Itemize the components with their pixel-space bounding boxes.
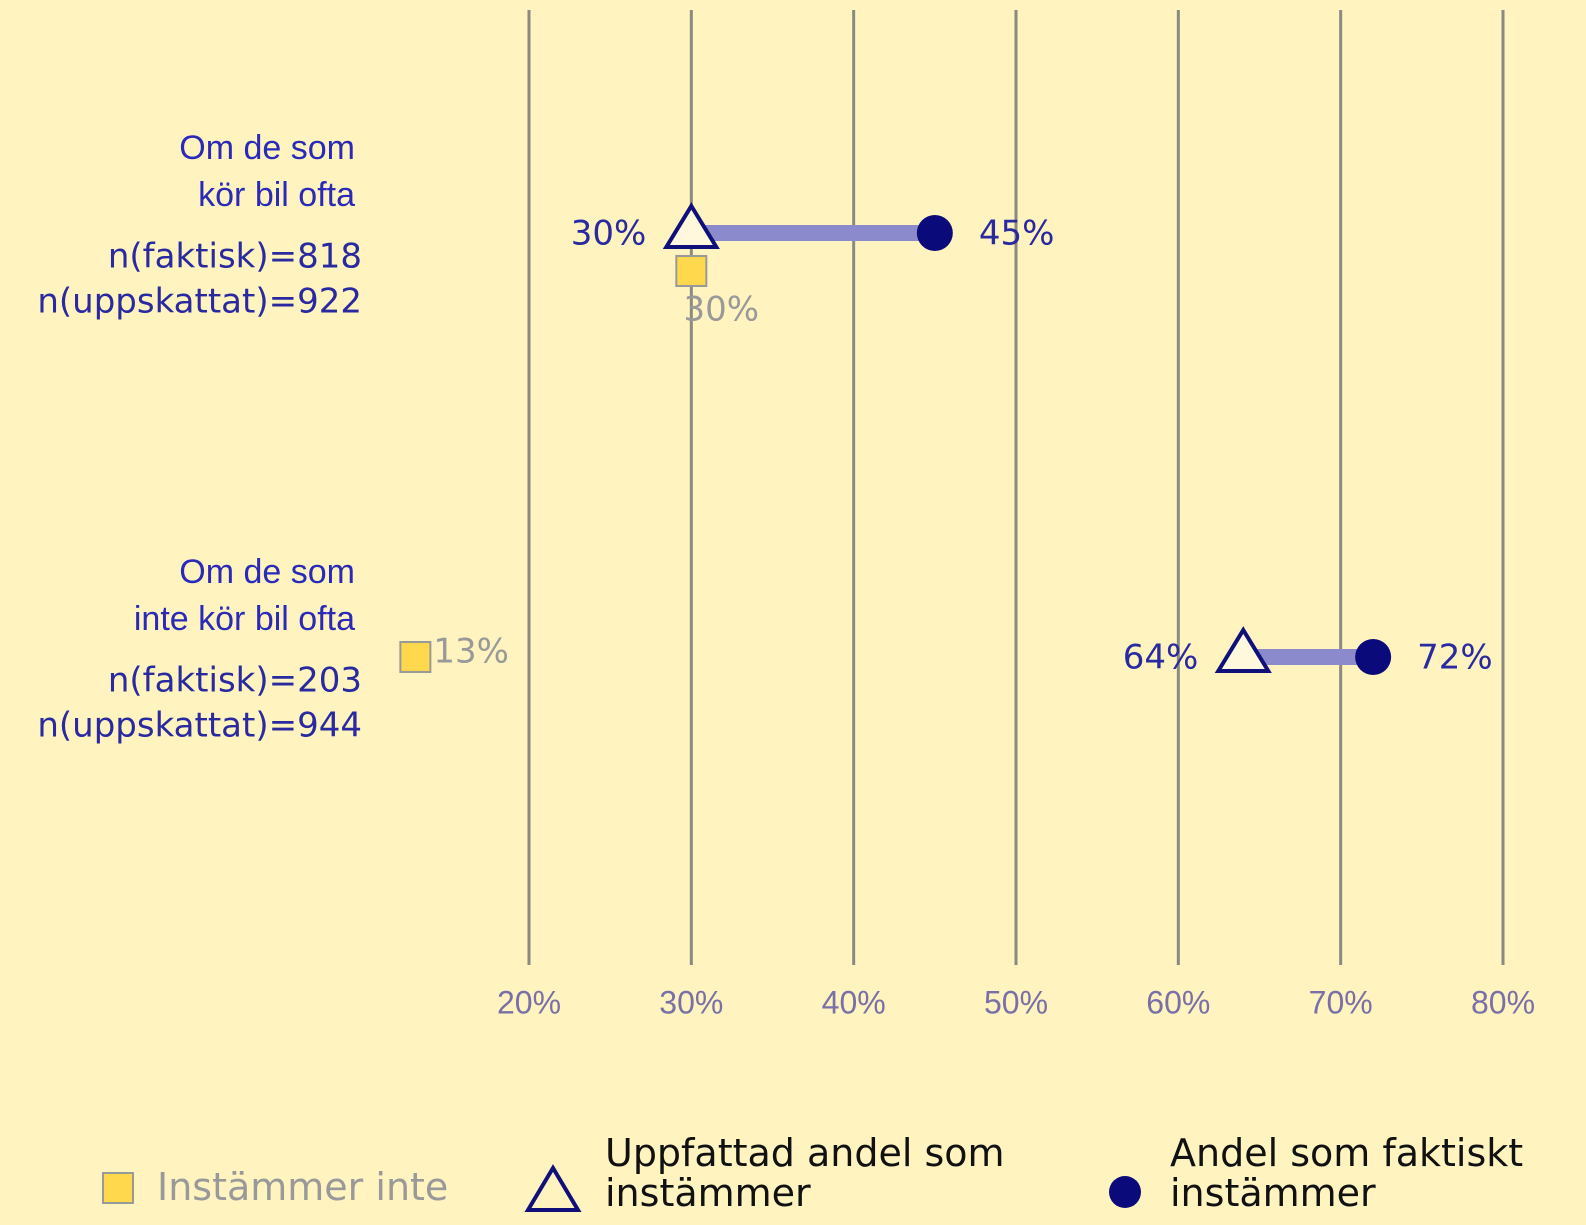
x-tick-label: 60%	[1146, 984, 1210, 1020]
x-tick-label: 20%	[497, 984, 561, 1020]
legend-label: Uppfattad andel som instämmer	[605, 1131, 1005, 1215]
sample-size: n(faktisk)=203	[108, 661, 362, 701]
value-label: 30%	[684, 290, 760, 330]
value-label: 45%	[979, 214, 1055, 254]
sample-size: n(faktisk)=818	[108, 237, 362, 277]
x-tick-label: 40%	[822, 984, 886, 1020]
category-label: inte kör bil ofta	[134, 600, 355, 638]
x-tick-label: 30%	[659, 984, 723, 1020]
value-label: 30%	[571, 214, 647, 254]
x-tick-label: 50%	[984, 984, 1048, 1020]
x-tick-label: 80%	[1471, 984, 1535, 1020]
sample-size: n(uppskattat)=944	[37, 706, 362, 746]
category-label: Om de som	[179, 129, 355, 167]
value-label: 72%	[1417, 638, 1493, 678]
value-label: 64%	[1123, 638, 1199, 678]
legend-label: Instämmer inte	[157, 1165, 449, 1209]
value-label: 13%	[433, 632, 509, 672]
sample-size: n(uppskattat)=922	[37, 282, 362, 322]
legend-label: Andel som faktiskt instämmer	[1170, 1131, 1524, 1215]
legend-symbol	[102, 1172, 134, 1204]
triangle-marker	[662, 202, 720, 249]
x-tick-label: 70%	[1309, 984, 1373, 1020]
circle-marker	[1355, 639, 1392, 675]
triangle-marker	[1214, 626, 1272, 673]
square-marker	[675, 255, 708, 287]
legend-symbol	[524, 1164, 582, 1212]
circle-marker	[916, 215, 953, 251]
legend-symbol	[1109, 1176, 1141, 1208]
square-marker	[399, 641, 432, 673]
category-label: Om de som	[179, 553, 355, 591]
category-label: kör bil ofta	[198, 176, 355, 214]
